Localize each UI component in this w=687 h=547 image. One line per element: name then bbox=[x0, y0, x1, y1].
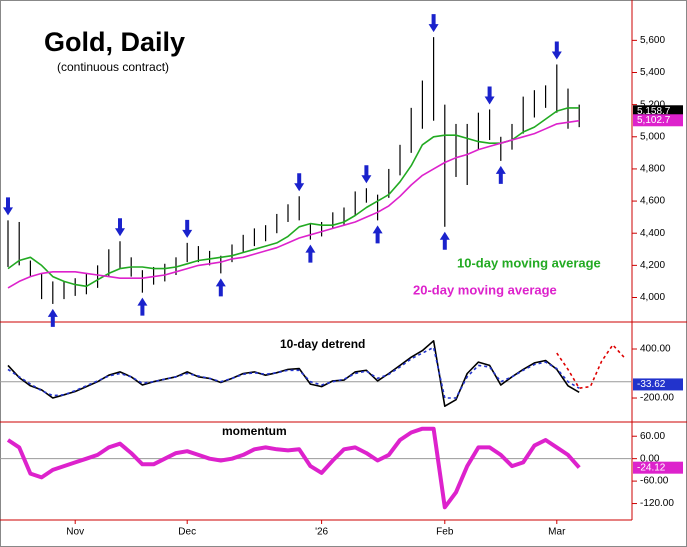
cycle-top-arrow bbox=[182, 219, 193, 238]
last-value-box bbox=[633, 461, 683, 474]
legend-label: 20-day moving average bbox=[413, 282, 557, 297]
y-tick-label: 5,600 bbox=[640, 35, 665, 46]
y-tick-label: 4,400 bbox=[640, 228, 665, 239]
panel-title: 10-day detrend bbox=[280, 337, 365, 351]
series-line bbox=[7, 340, 580, 407]
cycle-bottom-arrow bbox=[495, 165, 506, 184]
x-tick-label: '26 bbox=[315, 527, 328, 538]
y-tick-label: 4,200 bbox=[640, 260, 665, 271]
y-tick-label: 5,000 bbox=[640, 131, 665, 142]
x-tick-label: Dec bbox=[178, 527, 196, 538]
x-tick-label: Feb bbox=[436, 527, 454, 538]
y-tick-label: -60.00 bbox=[640, 476, 669, 487]
last-value-box bbox=[633, 114, 683, 127]
last-value-label: -24.12 bbox=[637, 462, 666, 473]
cycle-top-arrow bbox=[115, 218, 125, 237]
cycle-top-arrow bbox=[294, 173, 305, 192]
y-tick-label: 4,800 bbox=[640, 164, 665, 175]
y-tick-label: 60.00 bbox=[640, 431, 665, 442]
y-tick-label: 5,200 bbox=[640, 99, 665, 110]
chart-subtitle: (continuous contract) bbox=[57, 60, 169, 74]
last-value-label: 5,102.7 bbox=[637, 115, 671, 126]
y-tick-label: -200.00 bbox=[640, 393, 674, 404]
y-tick-label: 0.00 bbox=[640, 453, 660, 464]
last-value-box bbox=[633, 378, 683, 391]
y-tick-label: -120.00 bbox=[640, 498, 674, 509]
cycle-top-arrow bbox=[361, 165, 372, 184]
panel-title: momentum bbox=[222, 424, 287, 438]
y-tick-label: 4,600 bbox=[640, 196, 665, 207]
x-tick-label: Mar bbox=[548, 527, 566, 538]
cycle-top-arrow bbox=[551, 41, 562, 60]
cycle-top-arrow bbox=[428, 14, 439, 33]
cycle-bottom-arrow bbox=[47, 308, 58, 327]
cycle-bottom-arrow bbox=[305, 244, 316, 263]
cycle-top-arrow bbox=[484, 86, 495, 105]
x-tick-label: Nov bbox=[66, 527, 84, 538]
series-line bbox=[556, 344, 625, 389]
chart-title: Gold, Daily bbox=[44, 27, 185, 57]
cycle-bottom-arrow bbox=[372, 225, 383, 244]
y-tick-label: 400.00 bbox=[640, 344, 671, 355]
legend-label: 10-day moving average bbox=[457, 255, 601, 270]
y-tick-label: 4,000 bbox=[640, 292, 665, 303]
cycle-bottom-arrow bbox=[137, 297, 148, 316]
cycle-bottom-arrow bbox=[215, 278, 226, 297]
last-value-label: -33.62 bbox=[637, 379, 666, 390]
series-line bbox=[7, 119, 580, 289]
series-line bbox=[6, 426, 581, 510]
last-value-label: 5,158.7 bbox=[637, 106, 671, 117]
cycle-bottom-arrow bbox=[439, 231, 450, 250]
y-tick-label: 5,400 bbox=[640, 67, 665, 78]
cycle-top-arrow bbox=[3, 197, 13, 216]
